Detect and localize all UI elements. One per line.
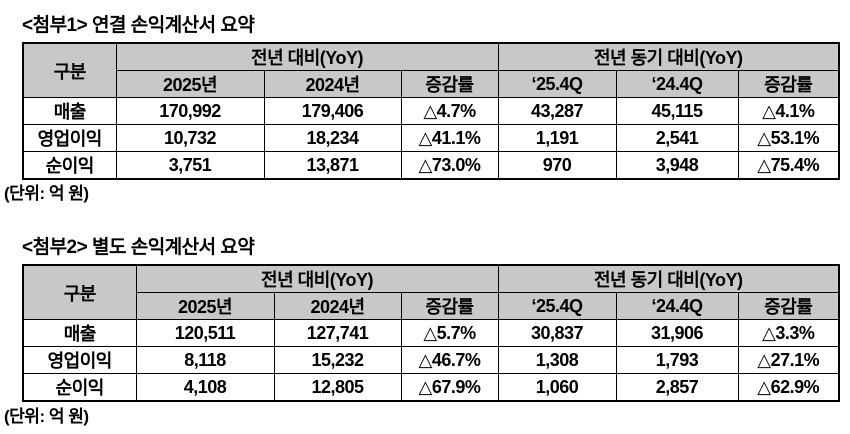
cell-change-annual: △46.7% [400,346,499,374]
attachment-1-table-body: 매출 170,992 179,406 △4.7% 43,287 45,115 △… [22,97,840,180]
col-header-2024: 2024년 [263,70,402,98]
cell-2024: 127,741 [273,319,402,347]
cell-2025: 4,108 [135,373,275,402]
row-label: 영업이익 [22,346,137,374]
cell-2024: 12,805 [273,373,402,402]
cell-2025: 3,751 [115,151,265,180]
table-row-revenue: 매출 170,992 179,406 △4.7% 43,287 45,115 △… [22,97,840,125]
row-label: 영업이익 [22,124,117,152]
row-label: 매출 [22,319,137,347]
cell-24-4q: 3,948 [615,151,739,180]
col-group-yoy-annual: 전년 대비(YoY) [135,264,499,293]
col-header-24-4q: ‘24.4Q [615,292,739,320]
cell-25-4q: 1,308 [497,346,617,374]
col-header-change-quarter: 증감률 [737,70,840,98]
cell-25-4q: 1,060 [497,373,617,402]
unit-label-attachment-1: (단위: 억 원) [4,184,89,203]
attachment-2-table-body: 매출 120,511 127,741 △5.7% 30,837 31,906 △… [22,319,840,402]
cell-24-4q: 45,115 [615,97,739,125]
table-row-net-profit: 순이익 3,751 13,871 △73.0% 970 3,948 △75.4% [22,151,840,180]
col-group-yoy-quarter: 전년 동기 대비(YoY) [497,42,840,71]
attachment-2-title: <첨부2> 별도 손익계산서 요약 [22,237,255,258]
header-group-row: 구분 전년 대비(YoY) 전년 동기 대비(YoY) [22,42,840,98]
cell-change-quarter: △27.1% [737,346,840,374]
col-header-2025: 2025년 [115,70,265,98]
cell-24-4q: 2,857 [615,373,739,402]
header-sub-row: 2025년 2024년 증감률 ‘25.4Q ‘24.4Q 증감률 [23,70,840,98]
cell-2025: 10,732 [115,124,265,152]
cell-24-4q: 31,906 [615,319,739,347]
header-sub-row: 2025년 2024년 증감률 ‘25.4Q ‘24.4Q 증감률 [23,292,840,320]
cell-change-quarter: △75.4% [737,151,840,180]
cell-change-quarter: △3.3% [737,319,840,347]
cell-25-4q: 30,837 [497,319,617,347]
col-header-25-4q: ‘25.4Q [497,70,617,98]
attachment-2-table: 구분 전년 대비(YoY) 전년 동기 대비(YoY) 2025년 2024년 … [22,264,840,402]
cell-2024: 13,871 [263,151,402,180]
cell-change-annual: △5.7% [400,319,499,347]
col-header-25-4q: ‘25.4Q [497,292,617,320]
attachment-1-table-header: 구분 전년 대비(YoY) 전년 동기 대비(YoY) 2025년 2024년 … [22,42,840,98]
col-header-category: 구분 [22,42,117,98]
cell-25-4q: 970 [497,151,617,180]
cell-change-quarter: △4.1% [737,97,840,125]
attachment-1-table: 구분 전년 대비(YoY) 전년 동기 대비(YoY) 2025년 2024년 … [22,42,840,180]
cell-2025: 120,511 [135,319,275,347]
row-label: 매출 [22,97,117,125]
row-label: 순이익 [22,151,117,180]
table-row-operating-profit: 영업이익 10,732 18,234 △41.1% 1,191 2,541 △5… [22,124,840,152]
unit-label-attachment-2: (단위: 억 원) [4,407,89,426]
col-group-yoy-quarter: 전년 동기 대비(YoY) [497,264,840,293]
cell-24-4q: 1,793 [615,346,739,374]
col-header-category: 구분 [22,264,137,320]
cell-24-4q: 2,541 [615,124,739,152]
cell-change-annual: △73.0% [400,151,499,180]
cell-2024: 179,406 [263,97,402,125]
cell-25-4q: 1,191 [497,124,617,152]
attachment-1-title: <첨부1> 연결 손익계산서 요약 [22,15,255,36]
table-row-revenue: 매출 120,511 127,741 △5.7% 30,837 31,906 △… [22,319,840,347]
cell-change-quarter: △53.1% [737,124,840,152]
table-row-net-profit: 순이익 4,108 12,805 △67.9% 1,060 2,857 △62.… [22,373,840,402]
col-header-change-annual: 증감률 [400,70,499,98]
col-header-change-annual: 증감률 [400,292,499,320]
table-row-operating-profit: 영업이익 8,118 15,232 △46.7% 1,308 1,793 △27… [22,346,840,374]
cell-change-annual: △67.9% [400,373,499,402]
cell-2024: 18,234 [263,124,402,152]
cell-change-annual: △41.1% [400,124,499,152]
cell-25-4q: 43,287 [497,97,617,125]
cell-change-quarter: △62.9% [737,373,840,402]
col-header-change-quarter: 증감률 [737,292,840,320]
col-group-yoy-annual: 전년 대비(YoY) [115,42,499,71]
col-header-24-4q: ‘24.4Q [615,70,739,98]
cell-2025: 170,992 [115,97,265,125]
header-group-row: 구분 전년 대비(YoY) 전년 동기 대비(YoY) [22,264,840,320]
cell-change-annual: △4.7% [400,97,499,125]
col-header-2025: 2025년 [135,292,275,320]
cell-2025: 8,118 [135,346,275,374]
col-header-2024: 2024년 [273,292,402,320]
row-label: 순이익 [22,373,137,402]
attachment-2-table-header: 구분 전년 대비(YoY) 전년 동기 대비(YoY) 2025년 2024년 … [22,264,840,320]
cell-2024: 15,232 [273,346,402,374]
